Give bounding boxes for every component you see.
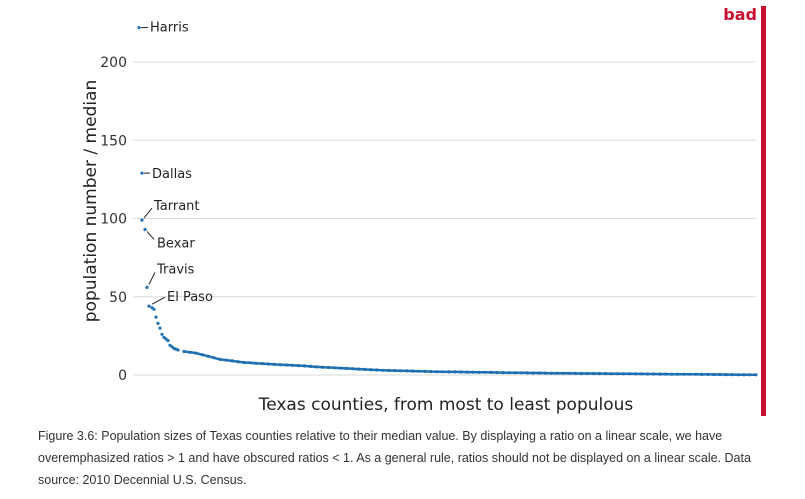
annotations: Harris Dallas Tarrant Bexar Travis El Paso <box>141 21 213 305</box>
annotation-label: El Paso <box>167 290 213 305</box>
bad-label: bad <box>723 5 757 24</box>
data-point <box>140 218 144 222</box>
grid <box>133 61 756 376</box>
y-tick-label: 150 <box>100 133 127 149</box>
annotation-label: Tarrant <box>153 199 200 214</box>
data-point <box>158 326 162 330</box>
bad-bar <box>761 6 766 416</box>
data-point <box>156 321 160 325</box>
data-point <box>176 348 180 352</box>
annotation-label: Bexar <box>157 236 195 251</box>
data-point-tail <box>183 350 756 377</box>
data-point <box>152 307 156 311</box>
data-point <box>145 285 149 289</box>
chart: 0 50 100 150 200 Harris Dallas Tarrant Bexar Tra… <box>81 5 766 416</box>
y-tick-label: 50 <box>109 290 127 306</box>
annotation-leader <box>146 231 155 240</box>
annotation-label: Travis <box>156 262 195 277</box>
annotation-leader <box>143 207 153 219</box>
y-tick-label: 200 <box>100 55 127 71</box>
data-point <box>140 171 144 175</box>
data-point <box>137 26 141 30</box>
y-axis-title: population number / median <box>81 80 101 322</box>
data-point <box>160 332 164 336</box>
annotation-label: Dallas <box>152 167 192 182</box>
y-tick-label: 100 <box>100 212 127 228</box>
y-tick-label: 0 <box>118 368 127 384</box>
data-point <box>143 227 147 232</box>
data-points <box>137 26 758 377</box>
x-axis-title: Texas counties, from most to least popul… <box>258 395 634 415</box>
data-point <box>166 339 170 343</box>
annotation-leader <box>148 272 156 285</box>
annotation-leader <box>151 296 166 305</box>
data-point <box>154 315 158 319</box>
annotation-label: Harris <box>150 21 189 36</box>
y-tick-labels: 0 50 100 150 200 <box>100 55 127 384</box>
data-point <box>147 304 151 308</box>
figure-caption: Figure 3.6: Population sizes of Texas co… <box>38 429 751 487</box>
